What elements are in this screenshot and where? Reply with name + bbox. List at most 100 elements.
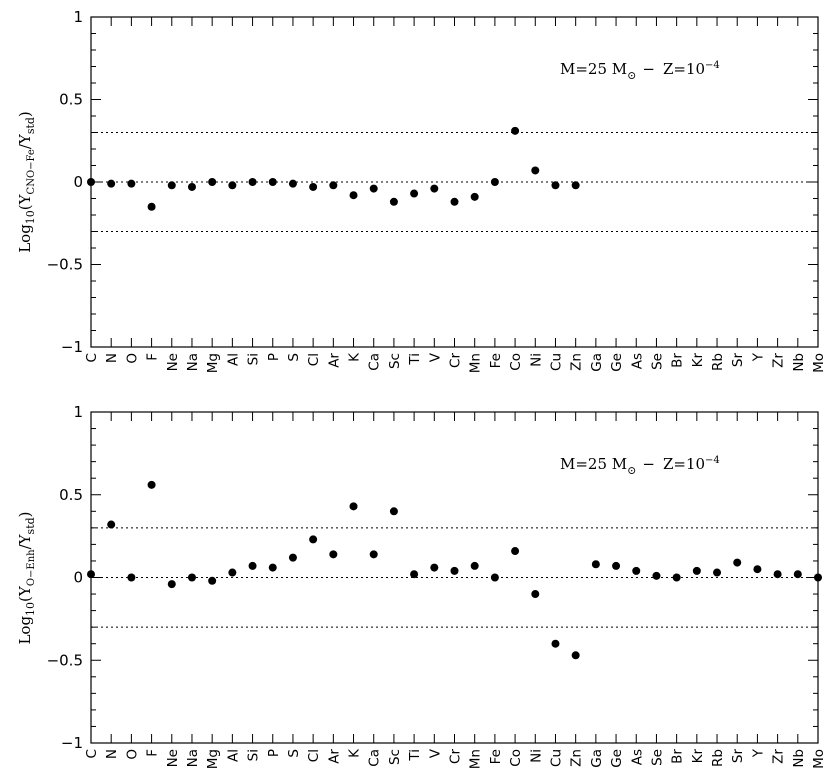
bottom-data-point-v <box>430 563 439 572</box>
top-x-tick-label: Br <box>670 353 686 368</box>
top-reference-lines <box>91 132 818 232</box>
top-data-point-o <box>127 179 136 188</box>
top-x-tick-label: P <box>266 353 282 361</box>
bottom-y-tick-label: 0.5 <box>59 486 83 504</box>
top-x-tick-label: Mo <box>811 353 827 373</box>
bottom-x-tick-label: N <box>104 749 120 759</box>
top-data-point-c <box>87 178 95 186</box>
top-y-tick-label: 0 <box>73 173 83 191</box>
bottom-data-point-ga <box>591 560 600 569</box>
top-y-axis-label: Log10(YCNO−Fe/Ystd) <box>16 111 37 253</box>
top-data-point-ti <box>410 189 419 198</box>
top-x-tick-label: Ne <box>165 353 181 371</box>
top-x-tick-label: Co <box>508 353 524 371</box>
bottom-data-point-cl <box>309 535 318 544</box>
bottom-x-tick-label: Sr <box>730 749 746 764</box>
top-data-point-cu <box>551 181 560 190</box>
top-x-tick-label: Zr <box>771 353 787 368</box>
bottom-panel: 1 0.5 0 −0.5 −1 C N O F Ne Na Mg Al Si P S Cl Ar K Ca Sc Ti V… <box>16 403 827 769</box>
top-x-tick-label: Ar <box>326 353 342 368</box>
bottom-x-tick-label: Fe <box>488 749 504 764</box>
bottom-x-tick-label: Cr <box>448 749 464 764</box>
top-x-tick-label: Si <box>246 353 262 365</box>
bottom-data-point-na <box>187 573 196 582</box>
top-data-point-cr <box>450 197 459 206</box>
top-data-point-mg <box>208 178 217 186</box>
bottom-x-tick-label: Rb <box>710 749 726 767</box>
bottom-data-point-sc <box>389 507 398 516</box>
bottom-data-point-nb <box>793 570 802 579</box>
bottom-x-tick-label: Ca <box>367 749 383 767</box>
bottom-y-tick-label: −0.5 <box>47 651 83 669</box>
bottom-data-point-cu <box>551 639 560 648</box>
bottom-data-point-zr <box>773 570 782 579</box>
top-x-tick-label: Cr <box>448 353 464 368</box>
bottom-y-tick-labels: 1 0.5 0 −0.5 −1 <box>47 403 83 752</box>
bottom-data-point-fe <box>490 573 499 582</box>
bottom-data-point-se <box>652 571 661 580</box>
bottom-data-point-c <box>87 570 95 579</box>
bottom-x-tick-label: Ge <box>609 749 625 768</box>
top-x-tick-label: Na <box>185 353 201 371</box>
bottom-x-tick-label: P <box>266 749 282 757</box>
top-data-point-ar <box>329 181 338 190</box>
top-data-point-co <box>511 126 520 135</box>
top-data-point-si <box>248 178 257 186</box>
bottom-x-tick-label: Ga <box>589 749 605 768</box>
bottom-data-point-ne <box>167 580 176 589</box>
bottom-x-tick-label: Al <box>225 749 241 762</box>
top-x-tick-label: Ca <box>367 353 383 371</box>
bottom-y-tick-label: 1 <box>73 403 83 421</box>
top-data-point-p <box>268 178 277 186</box>
bottom-data-point-y <box>753 565 762 574</box>
bottom-data-point-mg <box>208 576 217 585</box>
top-x-tick-label: S <box>286 353 302 362</box>
top-x-tick-label: F <box>145 353 161 361</box>
bottom-data-points <box>87 480 822 660</box>
top-data-point-ni <box>531 166 540 175</box>
top-data-point-al <box>228 181 237 190</box>
top-panel: 1 0.5 0 −0.5 −1 C N O F Ne Na Mg Al Si P S Cl Ar K Ca Sc Ti V… <box>16 8 827 373</box>
bottom-x-tick-label: Cl <box>306 749 322 762</box>
top-ticks <box>90 16 819 348</box>
bottom-x-tick-label: Ti <box>407 749 423 762</box>
top-x-tick-label: Cl <box>306 353 322 366</box>
bottom-x-tick-label: Br <box>670 749 686 764</box>
bottom-x-tick-label: C <box>84 749 100 758</box>
bottom-data-point-sr <box>733 558 742 567</box>
top-x-tick-label: K <box>347 352 363 362</box>
bottom-x-tick-label: Cu <box>548 749 564 767</box>
top-y-tick-label: −1 <box>61 338 83 356</box>
bottom-data-point-al <box>228 568 237 577</box>
top-x-tick-label: As <box>629 353 645 369</box>
bottom-data-point-ni <box>531 590 540 599</box>
bottom-x-tick-label: O <box>124 749 140 760</box>
bottom-x-tick-label: Ni <box>528 749 544 763</box>
bottom-data-point-mo <box>814 573 822 582</box>
top-y-tick-label: 0.5 <box>59 91 83 109</box>
top-y-tick-label: 1 <box>73 8 83 26</box>
top-x-tick-label: Ge <box>609 353 625 372</box>
bottom-x-tick-labels: C N O F Ne Na Mg Al Si P S Cl Ar K Ca Sc Ti V Cr Mn Fe Co Ni Cu… <box>84 748 827 769</box>
top-data-point-fe <box>490 178 499 186</box>
bottom-data-point-rb <box>713 568 722 577</box>
bottom-data-point-br <box>672 573 681 582</box>
top-x-tick-label: Kr <box>690 353 706 368</box>
top-x-tick-label: Ga <box>589 353 605 372</box>
top-x-tick-label: Ti <box>407 353 423 366</box>
bottom-data-point-ca <box>369 550 378 559</box>
bottom-y-axis-label: Log10(YO−Enh/Ystd) <box>16 511 37 644</box>
top-x-tick-label: Nb <box>791 353 807 372</box>
top-x-tick-label: Sr <box>730 353 746 368</box>
top-x-tick-label: Cu <box>548 353 564 371</box>
top-x-tick-label: Al <box>225 353 241 366</box>
top-data-point-zn <box>571 181 580 190</box>
bottom-data-point-mn <box>470 561 479 570</box>
bottom-data-point-k <box>349 502 358 511</box>
top-x-tick-label: Ni <box>528 353 544 367</box>
bottom-x-tick-label: As <box>629 749 645 765</box>
top-x-tick-label: Zn <box>569 353 585 371</box>
bottom-y-tick-label: 0 <box>73 569 83 587</box>
top-x-tick-label: Mn <box>468 353 484 373</box>
top-x-tick-label: Rb <box>710 353 726 371</box>
